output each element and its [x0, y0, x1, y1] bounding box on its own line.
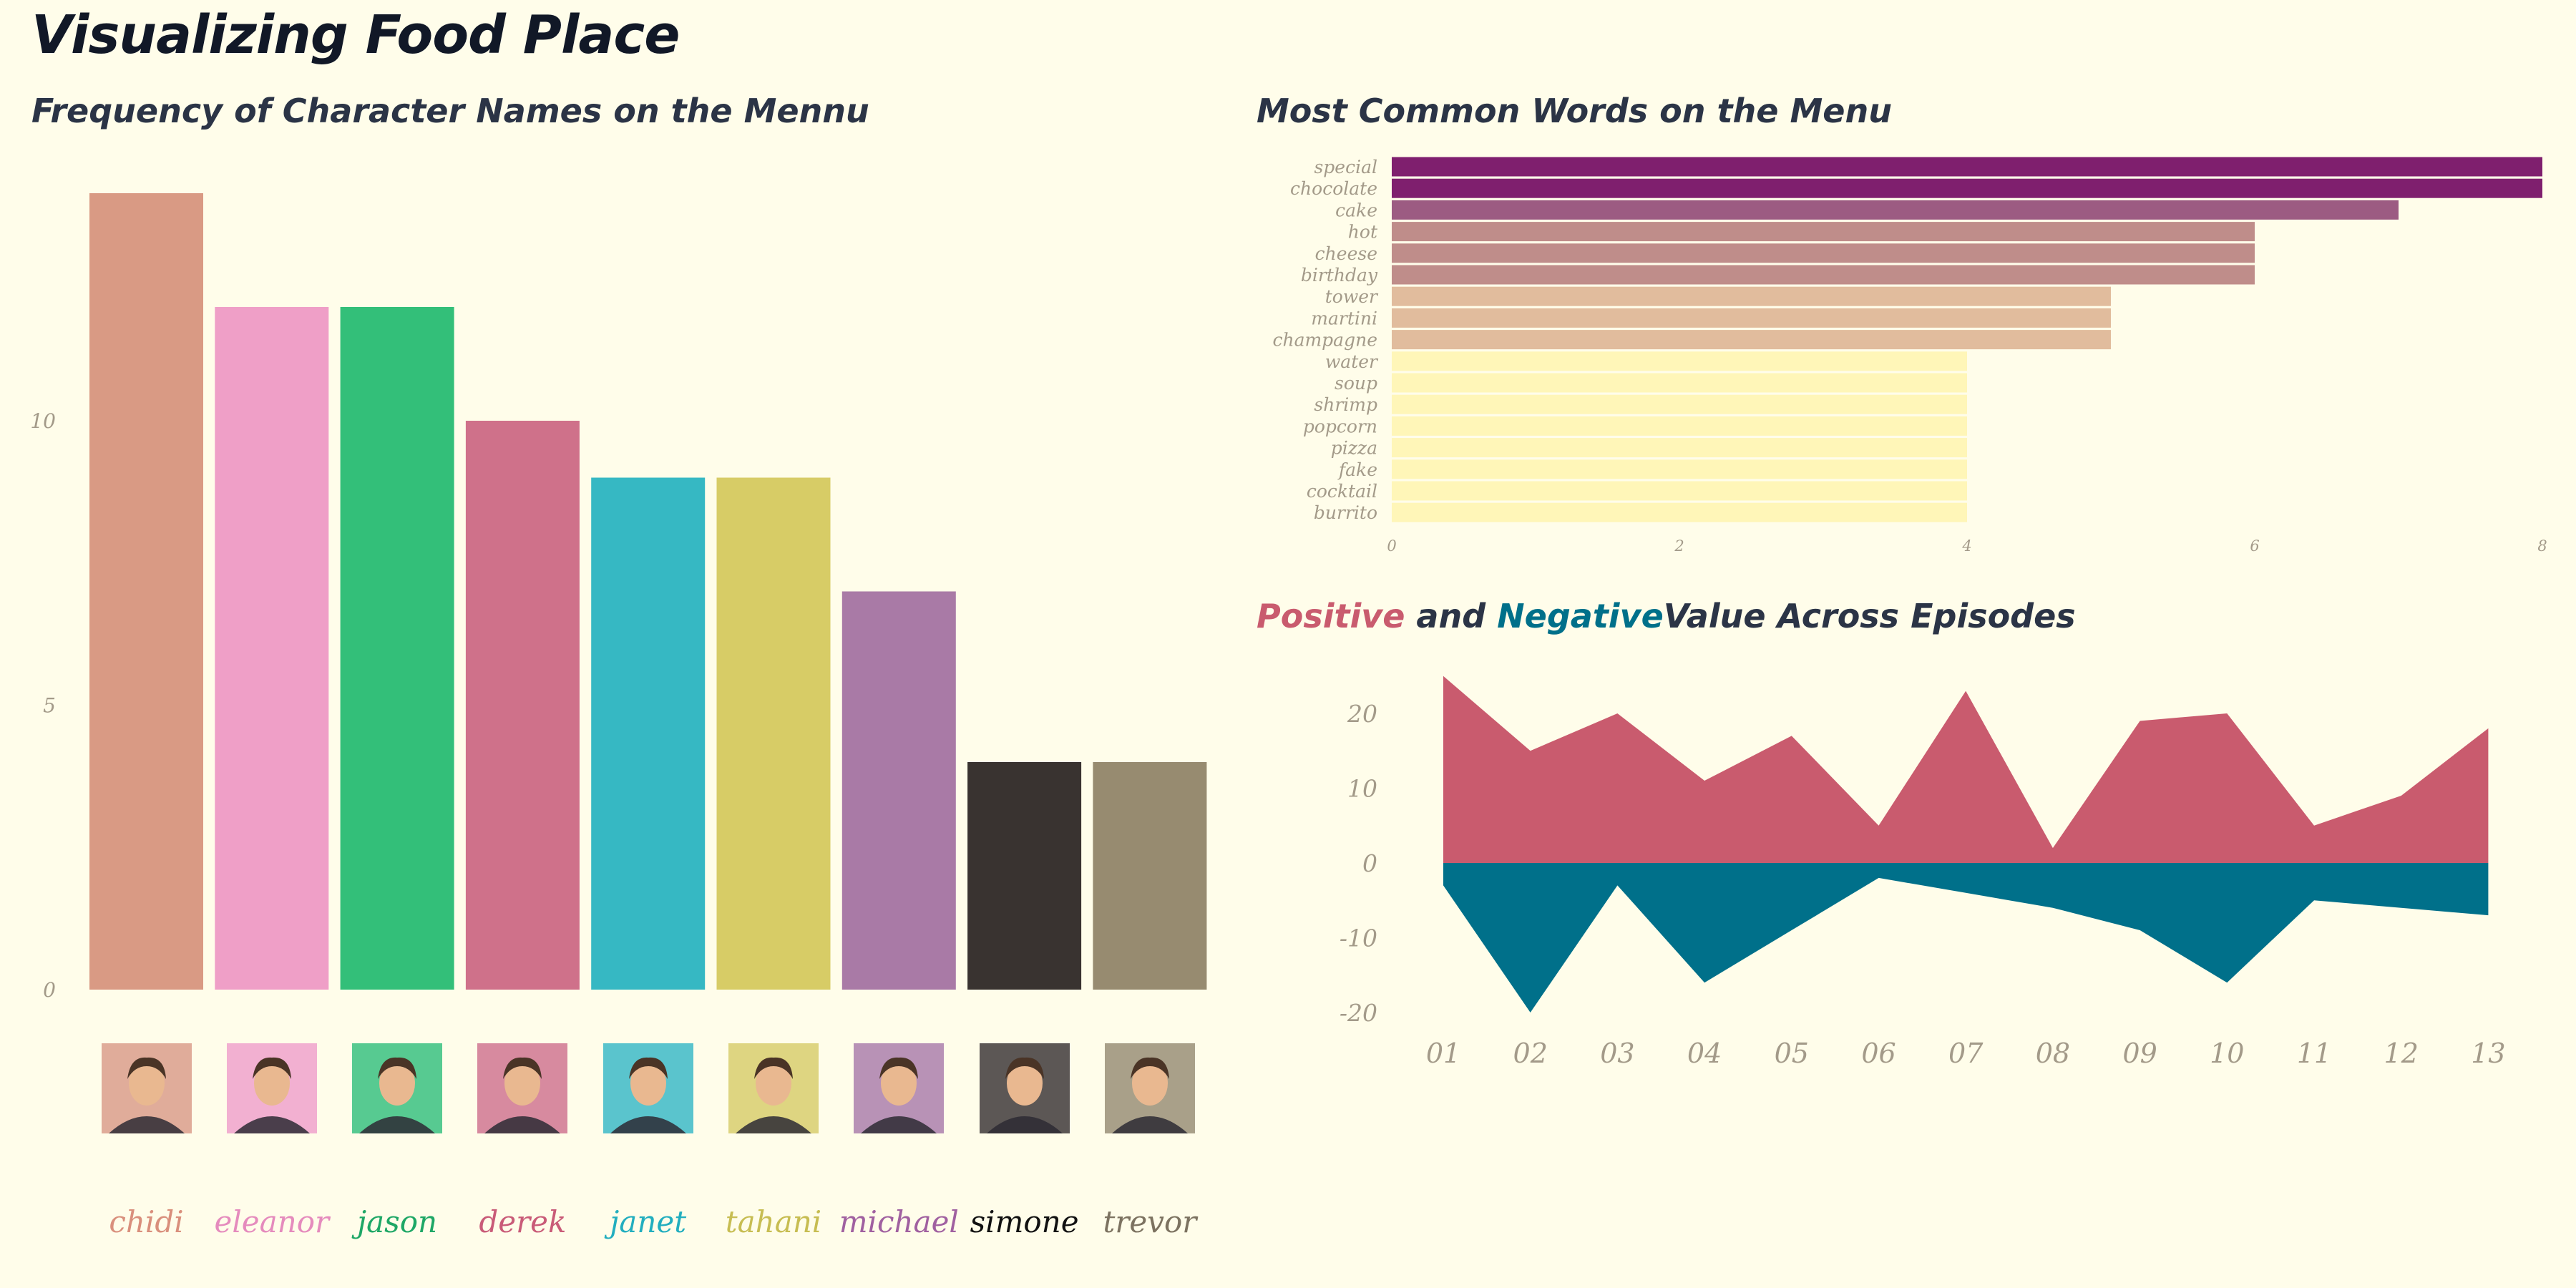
words-chart-title: Most Common Words on the Menu [1257, 92, 1892, 130]
character-name-label: trevor [1103, 1204, 1197, 1239]
word-bar-cocktail [1392, 481, 1967, 501]
episode-x-tick-label: 01 [1426, 1038, 1460, 1069]
character-bar-tahani [716, 477, 831, 990]
episode-x-tick-label: 11 [2297, 1038, 2331, 1069]
title-positive-word: Positive [1257, 597, 1405, 635]
word-label: burrito [1314, 502, 1377, 523]
chidi-portrait-icon [101, 1043, 192, 1133]
episode-x-tick-label: 06 [1861, 1038, 1896, 1069]
character-bar-simone [967, 762, 1082, 990]
character-bar-jason [340, 307, 454, 990]
word-bar-fake [1392, 459, 1967, 479]
word-label: special [1314, 157, 1377, 177]
word-label: shrimp [1314, 394, 1377, 415]
word-bar-popcorn [1392, 416, 1967, 436]
character-name-label: chidi [109, 1204, 184, 1239]
episode-x-tick-label: 03 [1600, 1038, 1634, 1069]
word-label: martini [1311, 308, 1377, 328]
word-label: birthday [1301, 265, 1378, 286]
character-name-label: jason [357, 1204, 438, 1239]
words-x-tick-label: 4 [1961, 537, 1971, 555]
character-name-label: tahani [725, 1204, 822, 1239]
word-bar-tower [1392, 286, 2111, 306]
character-bar-chidi [89, 193, 203, 990]
word-bar-chocolate [1392, 178, 2542, 198]
word-bar-hot [1392, 222, 2255, 242]
word-label: hot [1348, 222, 1378, 243]
negative-area [1443, 863, 2489, 1013]
title-rest: Value Across Episodes [1663, 597, 2076, 635]
word-label: chocolate [1290, 178, 1377, 199]
character-name-label: derek [479, 1204, 567, 1239]
episodes-y-tick-label: 10 [1347, 775, 1377, 803]
michael-portrait-icon [854, 1043, 945, 1133]
word-label: cake [1335, 200, 1377, 220]
word-label: fake [1337, 459, 1377, 480]
word-label: champagne [1272, 330, 1377, 351]
word-bar-champagne [1392, 330, 2111, 350]
character-bar-eleanor [215, 307, 329, 990]
title-and-word: and [1416, 597, 1486, 635]
word-label: tower [1325, 286, 1379, 307]
janet-portrait-icon [602, 1043, 693, 1133]
episode-x-tick-label: 08 [2036, 1038, 2070, 1069]
character-name-label: michael [839, 1204, 959, 1239]
words-x-tick-label: 2 [1674, 537, 1684, 555]
word-bar-cake [1392, 200, 2399, 220]
word-bar-burrito [1392, 502, 1967, 522]
episode-x-tick-label: 07 [1948, 1038, 1984, 1069]
character-chart-title: Frequency of Character Names on the Menn… [31, 92, 869, 130]
episode-x-tick-label: 12 [2384, 1038, 2419, 1069]
character-bar-derek [465, 421, 580, 990]
episode-x-tick-label: 10 [2210, 1038, 2244, 1069]
episode-x-tick-label: 13 [2471, 1038, 2505, 1069]
eleanor-portrait-icon [226, 1043, 317, 1133]
character-y-tick-label: 0 [43, 978, 56, 1002]
positive-area [1443, 675, 2489, 863]
word-label: soup [1335, 373, 1377, 394]
character-bar-trevor [1093, 762, 1207, 990]
word-bar-cheese [1392, 243, 2255, 263]
word-label: water [1325, 351, 1379, 372]
character-bar-janet [591, 477, 706, 990]
tahani-portrait-icon [728, 1043, 819, 1133]
trevor-portrait-icon [1104, 1043, 1195, 1133]
word-bar-special [1392, 157, 2542, 177]
word-label: popcorn [1303, 416, 1377, 436]
words-x-tick-label: 0 [1387, 537, 1396, 555]
jason-portrait-icon [352, 1043, 443, 1133]
word-bar-soup [1392, 373, 1967, 393]
episodes-y-tick-label: 20 [1347, 700, 1377, 728]
character-name-label: janet [610, 1204, 687, 1239]
episode-x-tick-label: 02 [1513, 1038, 1548, 1069]
character-y-tick-label: 5 [43, 694, 56, 718]
page-title: Visualizing Food Place [31, 4, 680, 66]
word-bar-water [1392, 351, 1967, 371]
episode-x-tick-label: 04 [1687, 1038, 1722, 1069]
words-x-tick-label: 6 [2250, 537, 2259, 555]
character-bar-michael [841, 591, 956, 990]
episodes-chart-title: Positive and NegativeValue Across Episod… [1257, 597, 2076, 635]
character-name-label: simone [970, 1204, 1079, 1239]
word-bar-pizza [1392, 438, 1967, 458]
simone-portrait-icon [979, 1043, 1070, 1133]
word-bar-birthday [1392, 265, 2255, 285]
derek-portrait-icon [477, 1043, 568, 1133]
episode-x-tick-label: 09 [2122, 1038, 2157, 1069]
episodes-y-tick-label: 0 [1362, 849, 1377, 877]
word-label: pizza [1331, 438, 1377, 459]
episode-x-tick-label: 05 [1775, 1038, 1809, 1069]
character-y-tick-label: 10 [30, 409, 56, 433]
episodes-y-tick-label: -20 [1340, 999, 1377, 1027]
word-bar-martini [1392, 308, 2111, 328]
word-bar-shrimp [1392, 394, 1967, 414]
episodes-y-tick-label: -10 [1340, 924, 1377, 952]
word-label: cheese [1315, 243, 1377, 264]
words-x-tick-label: 8 [2537, 537, 2547, 555]
word-label: cocktail [1307, 481, 1377, 502]
character-name-label: eleanor [214, 1204, 330, 1239]
title-negative-word: Negative [1497, 597, 1664, 635]
